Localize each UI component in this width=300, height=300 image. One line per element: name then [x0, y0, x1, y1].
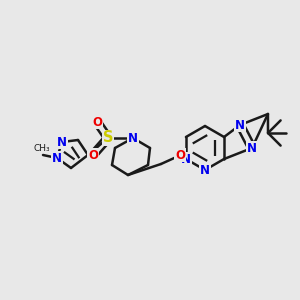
Text: N: N: [181, 152, 191, 166]
Text: O: O: [92, 116, 102, 128]
Text: N: N: [235, 118, 245, 131]
Text: O: O: [88, 148, 98, 161]
Text: O: O: [175, 148, 185, 161]
Text: N: N: [128, 131, 138, 145]
Text: N: N: [200, 164, 210, 176]
Text: N: N: [247, 142, 257, 154]
Text: S: S: [103, 130, 113, 146]
Text: CH₃: CH₃: [33, 144, 50, 153]
Text: N: N: [52, 152, 62, 164]
Text: N: N: [57, 136, 67, 148]
